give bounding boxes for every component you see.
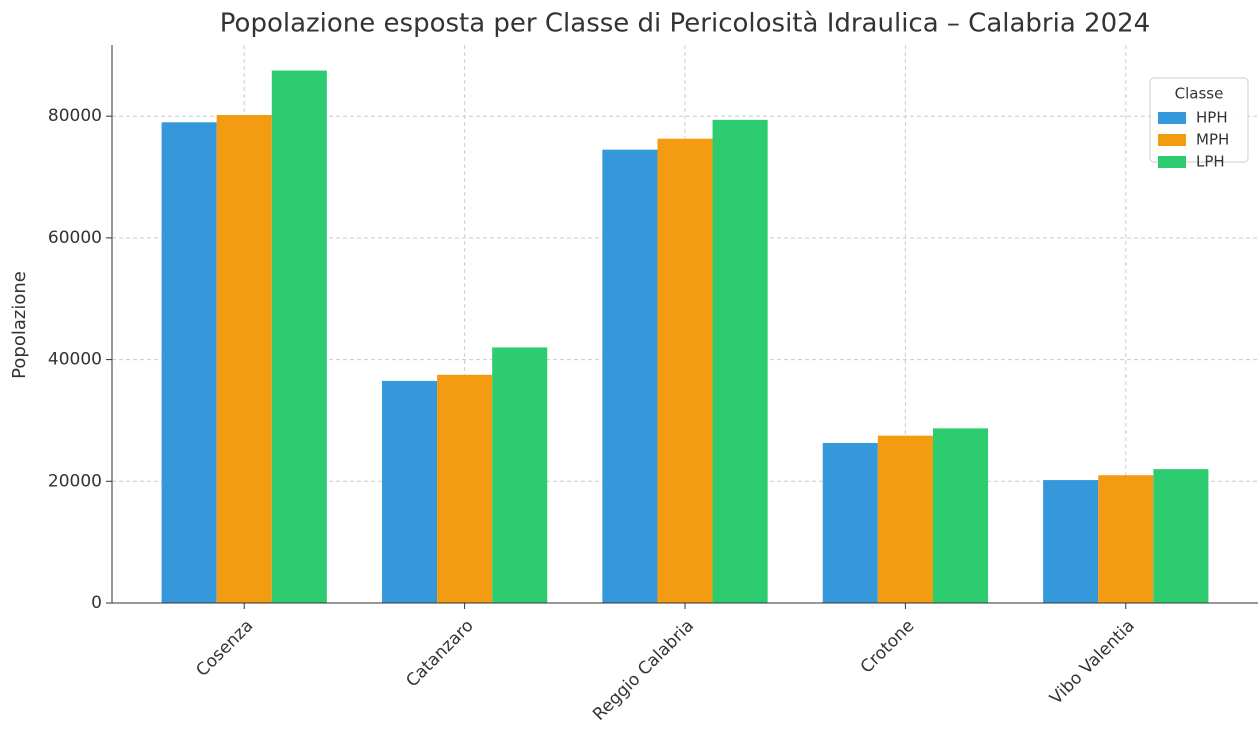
y-axis-label: Popolazione: [9, 271, 30, 379]
bar: [822, 442, 878, 603]
legend-swatch: [1158, 156, 1186, 168]
legend-swatch: [1158, 134, 1186, 146]
x-tick-label: Reggio Calabria: [589, 616, 698, 725]
bar: [492, 347, 548, 603]
x-tick-label: Crotone: [857, 616, 919, 678]
y-tick-label: 0: [91, 593, 102, 613]
x-tick-label: Cosenza: [192, 616, 257, 681]
legend-title: Classe: [1175, 85, 1224, 103]
legend-swatch: [1158, 112, 1186, 124]
bar: [602, 149, 658, 603]
y-tick-label: 60000: [48, 228, 102, 248]
y-tick-label: 20000: [48, 471, 102, 491]
legend-label: LPH: [1196, 153, 1225, 171]
y-tick-label: 40000: [48, 350, 102, 370]
bar: [712, 119, 768, 603]
legend-label: HPH: [1196, 109, 1228, 127]
y-tick-label: 80000: [48, 106, 102, 126]
legend-label: MPH: [1196, 131, 1229, 149]
bar: [381, 380, 438, 603]
bar: [1098, 475, 1154, 603]
x-tick-label: Vibo Valentia: [1046, 616, 1139, 709]
x-tick-label: Catanzaro: [402, 616, 477, 691]
bar: [877, 435, 933, 603]
bar: [1153, 469, 1209, 603]
bar: [657, 138, 713, 603]
bar: [437, 374, 493, 603]
bar: [1043, 480, 1099, 603]
bar: [271, 70, 327, 603]
bar: [932, 428, 989, 603]
chart-title: Popolazione esposta per Classe di Perico…: [220, 9, 1150, 39]
bar: [161, 122, 217, 603]
bar: [216, 114, 272, 604]
